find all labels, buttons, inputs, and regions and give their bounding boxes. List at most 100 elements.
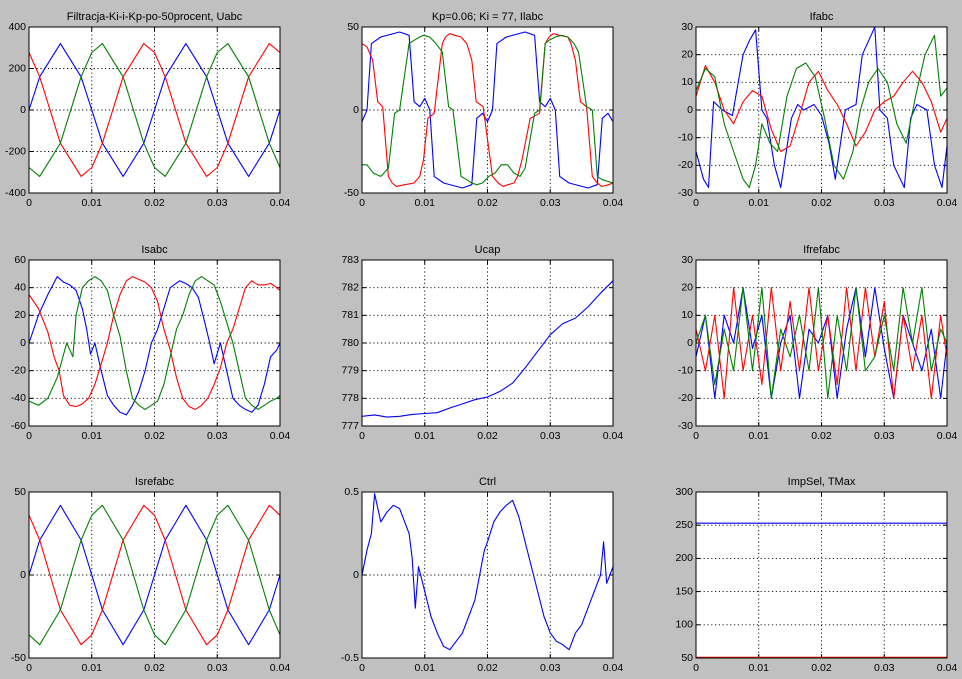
- x-tick-label: 0.04: [603, 197, 624, 209]
- x-tick-label: 0.02: [811, 662, 832, 674]
- subplot-ifrefabc: Ifrefabc 0 0.01 0.02 0.03 0.04 30 20 10 0 -10 -20 -3…: [678, 244, 958, 442]
- y-tick-label: 40: [14, 281, 26, 293]
- x-tick-label: 0.01: [415, 430, 436, 442]
- x-tick-label: 0.01: [415, 662, 436, 674]
- y-tick-label: 30: [681, 254, 693, 266]
- series-line-green: [28, 504, 281, 646]
- x-tick-label: 0.03: [207, 197, 228, 209]
- plot-title: Filtracja-Ki-i-Kp-po-50procent, Uabc: [67, 11, 243, 23]
- y-tick-label: 778: [341, 392, 359, 404]
- y-tick-label: 780: [341, 337, 359, 349]
- y-tick-label: 150: [675, 585, 693, 597]
- series-line-blue: [361, 280, 614, 418]
- x-tick-label: 0.02: [144, 662, 165, 674]
- y-tick-label: 50: [347, 21, 359, 33]
- y-tick-label: 200: [8, 62, 26, 74]
- x-tick-label: 0.03: [540, 197, 561, 209]
- series-line-green: [28, 276, 281, 410]
- y-tick-label: -20: [678, 159, 693, 171]
- x-tick-label: 0.01: [749, 430, 770, 442]
- x-tick-label: 0: [693, 197, 699, 209]
- subplot-isabc: Isabc 0 0.01 0.02 0.03 0.04 60 40 20 0 -20 -40 -60: [11, 244, 291, 442]
- y-tick-label: 0: [687, 337, 693, 349]
- plot-title: ImpSel, TMax: [788, 476, 856, 488]
- x-tick-label: 0.03: [207, 430, 228, 442]
- x-tick-label: 0.01: [749, 662, 770, 674]
- x-tick-label: 0: [693, 430, 699, 442]
- y-tick-label: 60: [14, 254, 26, 266]
- y-tick-label: -10: [678, 131, 693, 143]
- subplot-ifabc: Ifabc 0 0.01 0.02 0.03 0.04 30 20 10 0 -10 -20 -30: [678, 11, 958, 209]
- series-line-green: [695, 34, 948, 189]
- x-tick-label: 0.03: [540, 662, 561, 674]
- x-tick-label: 0: [26, 197, 32, 209]
- plot-title: Ifrefabc: [803, 244, 840, 256]
- y-tick-label: 30: [681, 21, 693, 33]
- subplot-ucap: Ucap 0 0.01 0.02 0.03 0.04 783 782 781 780 779 778 7…: [341, 244, 623, 442]
- series-line-blue: [361, 31, 614, 189]
- y-tick-label: -0.5: [341, 652, 359, 664]
- subplot-uabc: Filtracja-Ki-i-Kp-po-50procent, Uabc 0 0.0…: [5, 11, 290, 209]
- x-tick-label: 0.04: [937, 662, 958, 674]
- y-tick-label: 20: [681, 281, 693, 293]
- plot-title: Isabc: [141, 244, 168, 256]
- y-tick-label: 20: [14, 309, 26, 321]
- y-tick-label: 200: [675, 552, 693, 564]
- plot-border: [28, 491, 281, 659]
- y-tick-label: -20: [678, 392, 693, 404]
- y-tick-label: 0: [687, 104, 693, 116]
- x-tick-label: 0.02: [811, 197, 832, 209]
- y-tick-label: -40: [11, 392, 26, 404]
- x-tick-label: 0.03: [207, 662, 228, 674]
- y-tick-label: -60: [11, 420, 26, 432]
- x-tick-label: 0.02: [811, 430, 832, 442]
- y-tick-label: 781: [341, 309, 359, 321]
- y-tick-label: -400: [5, 187, 26, 199]
- plot-title: Isrefabc: [135, 476, 175, 488]
- x-tick-label: 0.03: [874, 662, 895, 674]
- y-tick-label: 777: [341, 420, 359, 432]
- series-line-blue: [361, 493, 614, 651]
- y-tick-label: 10: [681, 309, 693, 321]
- x-tick-label: 0.02: [477, 197, 498, 209]
- x-tick-label: 0.01: [82, 430, 103, 442]
- plot-title: Ifabc: [810, 11, 834, 23]
- y-tick-label: -50: [344, 187, 359, 199]
- y-tick-label: -20: [11, 364, 26, 376]
- y-tick-label: 10: [681, 76, 693, 88]
- y-tick-label: -50: [11, 652, 26, 664]
- plot-border: [28, 259, 281, 427]
- y-tick-label: 783: [341, 254, 359, 266]
- series-line-green: [28, 43, 281, 177]
- x-tick-label: 0.03: [540, 430, 561, 442]
- x-tick-label: 0.04: [603, 662, 624, 674]
- plot-title: Ucap: [475, 244, 501, 256]
- series-line-blue: [28, 504, 281, 646]
- x-tick-label: 0.02: [144, 197, 165, 209]
- x-tick-label: 0.04: [603, 430, 624, 442]
- plot-border: [361, 26, 614, 194]
- y-tick-label: -200: [5, 145, 26, 157]
- x-tick-label: 0.01: [82, 197, 103, 209]
- plot-title: Ctrl: [479, 476, 496, 488]
- subplot-ilabc: Kp=0.06; Ki = 77, Ilabc 0 0.01 0.02 0.03 0.04…: [344, 11, 624, 209]
- y-tick-label: -10: [678, 364, 693, 376]
- x-tick-label: 0.04: [937, 197, 958, 209]
- y-tick-label: 400: [8, 21, 26, 33]
- y-tick-label: -30: [678, 187, 693, 199]
- plot-border: [361, 259, 614, 427]
- series-line-red: [361, 33, 614, 187]
- y-tick-label: 779: [341, 364, 359, 376]
- y-tick-label: 0.5: [344, 486, 359, 498]
- y-tick-label: 20: [681, 48, 693, 60]
- series-line-blue: [695, 287, 948, 399]
- plot-title: Kp=0.06; Ki = 77, Ilabc: [432, 11, 544, 23]
- x-tick-label: 0.02: [144, 430, 165, 442]
- y-tick-label: 100: [675, 619, 693, 631]
- x-tick-label: 0.02: [477, 430, 498, 442]
- subplot-impsel: ImpSel, TMax 0 0.01 0.02 0.03 0.04 300 250 200 15…: [675, 476, 957, 674]
- series-line-blue: [28, 276, 281, 416]
- plot-border: [361, 491, 614, 659]
- x-tick-label: 0: [359, 662, 365, 674]
- plot-border: [695, 491, 948, 659]
